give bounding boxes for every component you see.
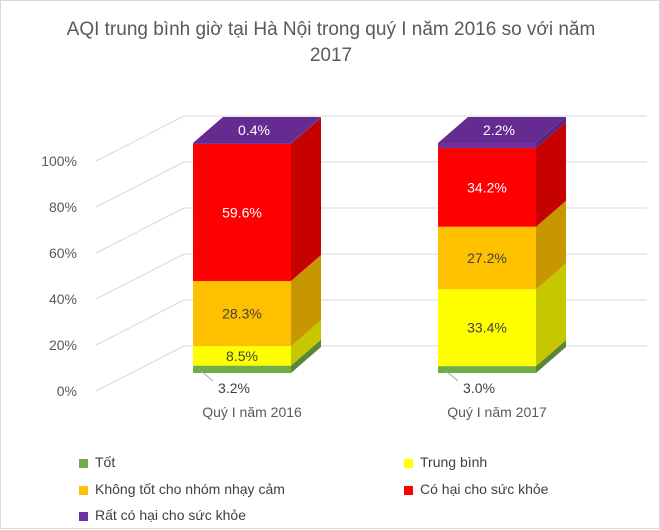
legend-label: Có hại cho sức khỏe	[420, 481, 549, 497]
gridline-depth	[95, 115, 185, 162]
legend-label: Tốt	[95, 454, 116, 470]
x-category-label: Quý I năm 2017	[447, 404, 547, 420]
data-label: 28.3%	[222, 306, 262, 322]
data-label: 33.4%	[467, 320, 507, 336]
bar-segment-front	[438, 289, 536, 367]
legend-label: Rất có hại cho sức khỏe	[95, 507, 247, 523]
chart-title-line-2: 2017	[309, 45, 353, 66]
legend-swatch	[79, 486, 88, 495]
label-leader-line	[200, 370, 214, 382]
bar-segment-front	[193, 143, 291, 281]
data-label: 3.0%	[463, 380, 495, 396]
bar-segment-side	[291, 117, 321, 281]
gridline-depth	[95, 345, 185, 392]
data-label: 3.2%	[218, 380, 250, 396]
data-label: 27.2%	[467, 250, 507, 266]
bar-segment-side	[291, 255, 321, 347]
gridline-depth	[95, 299, 185, 346]
legend-label: Không tốt cho nhóm nhạy cảm	[95, 481, 285, 497]
label-leader-line	[445, 370, 459, 382]
bar-segment-side	[536, 200, 566, 290]
data-label: 59.6%	[222, 204, 262, 220]
bar-segment-side	[536, 117, 566, 149]
gridline-depth	[95, 161, 185, 208]
bar-segment-front	[193, 346, 291, 366]
legend-swatch	[404, 486, 413, 495]
bar-segment-front	[438, 366, 536, 373]
bar-segment-side	[536, 340, 566, 373]
bar-segment-side	[291, 339, 321, 373]
bar-segment-front	[193, 281, 291, 347]
bar-segment-front	[438, 226, 536, 290]
y-tick-label: 0%	[57, 383, 77, 399]
data-label: 0.4%	[238, 122, 270, 138]
data-label: 34.2%	[467, 179, 507, 195]
bar-segment-side	[536, 122, 566, 227]
legend-label: Trung bình	[420, 454, 488, 470]
y-tick-label: 100%	[41, 153, 77, 169]
bar-segment-front	[438, 143, 536, 149]
y-tick-label: 60%	[49, 245, 77, 261]
bar-segment-front	[193, 365, 291, 373]
y-tick-label: 40%	[49, 291, 77, 307]
data-label: 2.2%	[483, 122, 515, 138]
gridline-depth	[95, 253, 185, 300]
bar-top-face	[438, 117, 566, 143]
bar-top-face	[193, 117, 321, 143]
gridline-depth	[95, 207, 185, 254]
y-tick-label: 80%	[49, 199, 77, 215]
legend-swatch	[404, 459, 413, 468]
bar-segment-front	[193, 143, 291, 144]
x-category-label: Quý I năm 2016	[202, 404, 302, 420]
bar-segment-side	[291, 117, 321, 144]
chart-title-line-1: AQI trung bình giờ tại Hà Nội trong quý …	[66, 19, 596, 40]
bar-segment-side	[291, 320, 321, 366]
y-tick-label: 20%	[49, 337, 77, 353]
bar-segment-side	[536, 263, 566, 367]
legend-swatch	[79, 459, 88, 468]
legend-swatch	[79, 512, 88, 521]
data-label: 8.5%	[226, 348, 258, 364]
bar-segment-front	[438, 148, 536, 227]
